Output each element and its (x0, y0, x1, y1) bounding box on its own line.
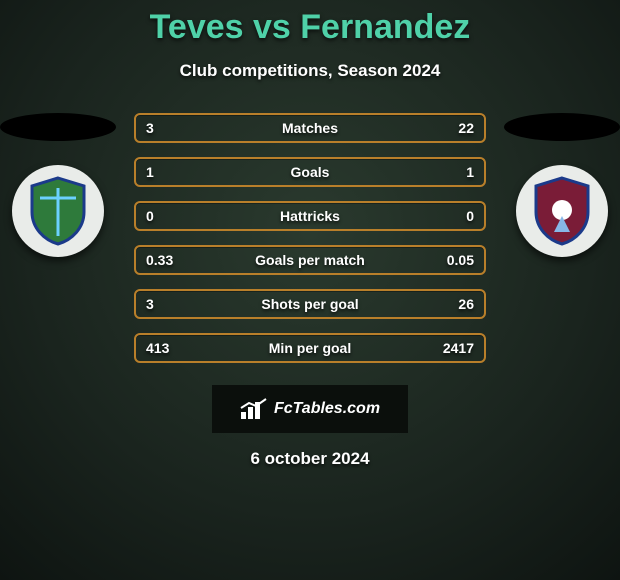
team-shield-right (516, 165, 608, 257)
stat-label: Min per goal (269, 340, 351, 356)
team-crest-right (516, 165, 608, 257)
stat-label: Goals (291, 164, 330, 180)
brand-text: FcTables.com (274, 400, 380, 418)
stat-row: 0 Hattricks 0 (134, 201, 486, 231)
main-content: 3 Matches 22 1 Goals 1 0 Hattricks 0 0.33 Goals pe… (0, 113, 620, 363)
team-shield-left (12, 165, 104, 257)
page-title: Teves vs Fernandez (150, 8, 471, 47)
stat-row: 413 Min per goal 2417 (134, 333, 486, 363)
date-text: 6 october 2024 (250, 449, 369, 469)
stat-label: Matches (282, 120, 338, 136)
stat-value-right: 0.05 (447, 252, 474, 268)
stat-rows: 3 Matches 22 1 Goals 1 0 Hattricks 0 0.33 Goals pe… (134, 113, 486, 363)
stat-label: Hattricks (280, 208, 340, 224)
stat-label: Shots per goal (261, 296, 358, 312)
stat-value-right: 22 (458, 120, 474, 136)
chart-icon (240, 398, 268, 420)
left-side (0, 113, 116, 257)
stat-value-left: 413 (146, 340, 169, 356)
stat-value-right: 0 (466, 208, 474, 224)
stat-value-right: 2417 (443, 340, 474, 356)
stat-value-left: 3 (146, 120, 154, 136)
stat-value-left: 1 (146, 164, 154, 180)
stat-value-right: 26 (458, 296, 474, 312)
stat-row: 1 Goals 1 (134, 157, 486, 187)
stat-value-left: 0.33 (146, 252, 173, 268)
stat-label: Goals per match (255, 252, 365, 268)
stat-row: 0.33 Goals per match 0.05 (134, 245, 486, 275)
stat-row: 3 Matches 22 (134, 113, 486, 143)
stat-value-right: 1 (466, 164, 474, 180)
right-side (504, 113, 620, 257)
shadow-ellipse-left (0, 113, 116, 141)
stat-value-left: 3 (146, 296, 154, 312)
shadow-ellipse-right (504, 113, 620, 141)
brand-box[interactable]: FcTables.com (212, 385, 408, 433)
team-crest-left (12, 165, 104, 257)
stat-row: 3 Shots per goal 26 (134, 289, 486, 319)
stat-value-left: 0 (146, 208, 154, 224)
subtitle: Club competitions, Season 2024 (180, 61, 441, 81)
